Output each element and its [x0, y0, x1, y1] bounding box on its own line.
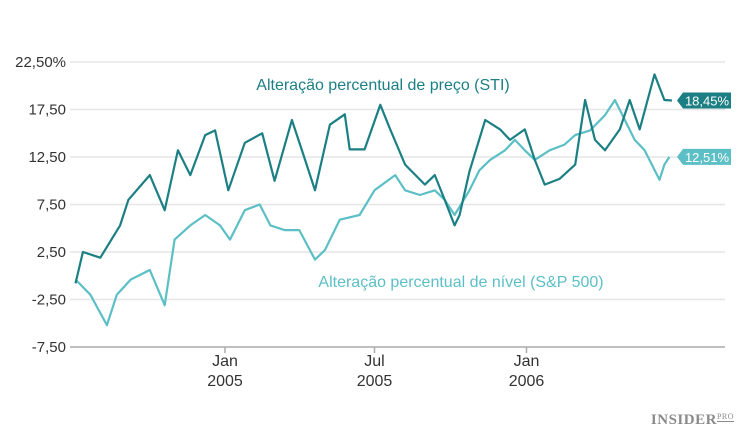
- x-axis: Jan 2005 Jul 2005 Jan 2006: [70, 346, 725, 390]
- y-axis: 22,50% 17,50 12,50 7,50 2,50 -2,50 -7,50: [15, 54, 66, 356]
- x-tick-label-month: Jan: [212, 353, 238, 370]
- x-tick-label-year: 2005: [357, 373, 393, 390]
- y-tick-label: -2,50: [32, 292, 66, 309]
- sp500-line: [74, 98, 671, 327]
- series-lines: [74, 73, 672, 327]
- sti-end-label: 18,45%: [677, 92, 731, 109]
- sti-series-name: Alteração percentual de preço (STI): [256, 77, 509, 94]
- sp500-end-label: 12,51%: [677, 148, 731, 165]
- gridlines: [70, 61, 725, 301]
- x-tick-label-month: Jul: [364, 353, 384, 370]
- end-label-text: 12,51%: [685, 150, 730, 165]
- series-labels: 12,51% 18,45% Alteração percentual de preç…: [256, 77, 731, 291]
- sp500-series-name: Alteração percentual de nível (S&P 500): [318, 274, 603, 291]
- y-tick-label: 12,50: [28, 149, 66, 166]
- end-label-badge: [677, 148, 731, 165]
- insider-pro-logo: INSIDERPRO: [650, 412, 734, 428]
- sti-line: [74, 73, 672, 284]
- end-label-badge: [677, 92, 731, 109]
- y-tick-label: 2,50: [37, 244, 66, 261]
- x-tick-label-year: 2006: [509, 373, 545, 390]
- y-tick-label: 7,50: [37, 197, 66, 214]
- end-label-text: 18,45%: [685, 93, 730, 108]
- y-tick-label: 17,50: [28, 102, 66, 119]
- y-tick-label: 22,50%: [15, 54, 66, 71]
- x-tick-label-year: 2005: [207, 373, 243, 390]
- x-tick-label-month: Jan: [514, 353, 540, 370]
- y-tick-label: -7,50: [32, 339, 66, 356]
